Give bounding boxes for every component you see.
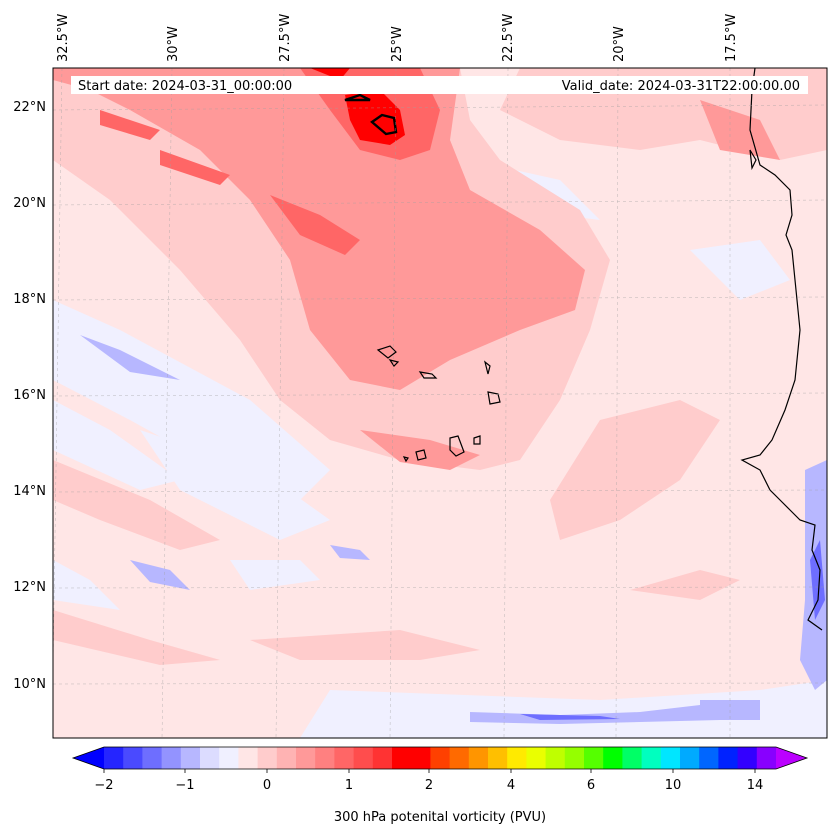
start-date-label: Start date: 2024-03-31_00:00:00 — [78, 79, 292, 94]
lat-label: 20°N — [13, 196, 46, 211]
longitude-labels: 32.5°W 30°W 27.5°W 25°W 22.5°W 20°W 17.5… — [56, 14, 739, 62]
colorbar-cell — [200, 747, 220, 769]
lon-label: 20°W — [612, 26, 627, 62]
colorbar-cell — [603, 747, 623, 769]
colorbar-cell — [641, 747, 662, 769]
cbar-tick-label: 10 — [665, 778, 682, 793]
lon-label: 17.5°W — [724, 14, 739, 62]
colorbar-cell — [545, 747, 566, 769]
lat-label: 10°N — [13, 677, 46, 692]
cbar-tick-label: 2 — [425, 778, 433, 793]
colorbar-cell — [564, 747, 585, 769]
colorbar-cell — [161, 747, 182, 769]
colorbar-cell — [315, 747, 335, 769]
lon-label: 27.5°W — [278, 14, 293, 62]
colorbar-cell — [622, 747, 643, 769]
colorbar-cells — [104, 747, 777, 769]
lat-label: 18°N — [13, 292, 46, 307]
date-banner — [71, 76, 808, 94]
colorbar-cell — [123, 747, 143, 769]
cbar-tick-label: −1 — [175, 778, 194, 793]
colorbar-label: 300 hPa potenital vorticity (PVU) — [334, 810, 546, 825]
colorbar-cell — [756, 747, 777, 769]
cape-verde-south — [402, 435, 481, 463]
colorbar: −2 −1 0 1 2 4 6 10 14 300 hPa potenital … — [71, 746, 809, 825]
pv-contour-lines — [344, 93, 398, 136]
colorbar-cell — [392, 747, 412, 769]
colorbar-cell — [680, 747, 700, 769]
colorbar-cell — [180, 747, 201, 769]
lat-label: 12°N — [13, 580, 46, 595]
colorbar-cell — [238, 747, 259, 769]
colorbar-cell — [584, 747, 604, 769]
cbar-tick-label: 4 — [507, 778, 515, 793]
colorbar-cell — [353, 747, 374, 769]
coastlines — [344, 68, 823, 631]
lon-label: 30°W — [166, 26, 181, 62]
colorbar-cell — [468, 747, 489, 769]
colorbar-cell — [507, 747, 527, 769]
latitude-labels: 22°N 20°N 18°N 16°N 14°N 12°N 10°N — [13, 100, 46, 692]
colorbar-cell — [142, 747, 163, 769]
colorbar-tick-labels: −2 −1 0 1 2 4 6 10 14 — [94, 778, 763, 793]
colorbar-cell — [334, 747, 355, 769]
cape-verde-north — [376, 345, 501, 405]
colorbar-cell — [372, 747, 393, 769]
colorbar-cell — [104, 747, 124, 769]
colorbar-cell — [737, 747, 758, 769]
colorbar-cell — [276, 747, 297, 769]
cbar-tick-label: 14 — [747, 778, 764, 793]
cbar-tick-label: 6 — [587, 778, 595, 793]
colorbar-cell — [411, 747, 431, 769]
colorbar-cell — [699, 747, 719, 769]
colorbar-cell — [488, 747, 508, 769]
colorbar-max-extension — [776, 747, 807, 769]
lon-label: 32.5°W — [56, 14, 71, 62]
blue-pv-core — [520, 540, 825, 720]
colorbar-ticks — [103, 769, 756, 773]
lon-label: 22.5°W — [501, 14, 516, 62]
canary-islands — [749, 149, 757, 171]
lon-label: 25°W — [390, 26, 405, 62]
colorbar-cell — [219, 747, 239, 769]
cbar-tick-label: −2 — [94, 778, 113, 793]
lat-label: 22°N — [13, 100, 46, 115]
colorbar-cell — [718, 747, 739, 769]
colorbar-min-extension — [73, 747, 104, 769]
colorbar-cell — [526, 747, 547, 769]
africa-coastline — [740, 68, 823, 631]
colorbar-cell — [296, 747, 316, 769]
colorbar-cell — [449, 747, 470, 769]
colorbar-cell — [430, 747, 451, 769]
colorbar-cell — [257, 747, 278, 769]
map-panel: Start date: 2024-03-31_00:00:00 Valid_da… — [52, 67, 828, 739]
valid-date-label: Valid_date: 2024-03-31T22:00:00.00 — [562, 79, 800, 94]
lat-label: 16°N — [13, 388, 46, 403]
lat-label: 14°N — [13, 484, 46, 499]
cbar-tick-label: 0 — [263, 778, 271, 793]
map-frame — [52, 67, 828, 739]
cbar-tick-label: 1 — [345, 778, 353, 793]
graticule — [53, 68, 827, 738]
colorbar-cell — [660, 747, 681, 769]
